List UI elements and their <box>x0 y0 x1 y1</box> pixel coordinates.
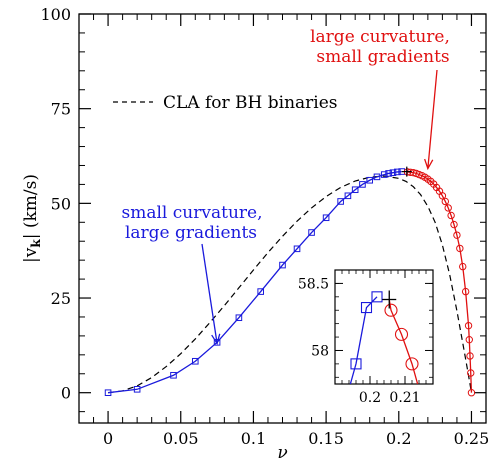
blue-square-point <box>351 186 359 194</box>
blue-square-point <box>344 192 352 200</box>
y-tick-label: 25 <box>51 289 71 308</box>
x-tick-label: 0 <box>103 429 113 448</box>
y-axis-label-main: |v <box>21 247 41 263</box>
inset-blue-square <box>371 291 383 303</box>
annotation-red-line2: small gradients <box>316 47 449 67</box>
blue-square-point <box>322 214 330 222</box>
blue-square-point <box>373 173 381 181</box>
red-circle-point <box>441 197 449 206</box>
x-tick-label: 0.15 <box>308 429 344 448</box>
series-blue-line <box>107 170 402 394</box>
series-cla-line <box>107 175 473 394</box>
inset-red-circle <box>394 327 409 341</box>
red-circle-point <box>447 211 455 220</box>
y-axis-label-subscript: k <box>29 239 43 248</box>
red-circle-point <box>459 262 467 271</box>
inset-x-tick-label: 0.2 <box>359 390 381 406</box>
blue-square-point <box>279 261 286 269</box>
annotation-blue-line2: large gradients <box>125 223 257 243</box>
x-tick-label: 0.05 <box>163 429 199 448</box>
blue-square-point <box>308 229 315 236</box>
annotation-red-arrowhead <box>424 158 434 171</box>
annotation-blue-arrow <box>201 243 218 344</box>
blue-square-point <box>170 371 177 379</box>
inset-y-tick-label: 58 <box>311 343 329 359</box>
annotation-blue-arrowhead <box>211 333 221 346</box>
inset-red-line <box>388 299 419 384</box>
inset-x-tick-label: 0.21 <box>389 390 420 406</box>
y-tick-label: 0 <box>61 384 71 403</box>
inset-y-tick-label: 58.5 <box>298 276 329 292</box>
x-tick-label: 0.1 <box>241 429 266 448</box>
red-circle-point <box>444 204 452 212</box>
x-tick-label: 0.25 <box>454 429 490 448</box>
main-plot: 0 0.05 0.1 0.15 0.2 0.25 0 25 50 75 100 ν |vk| (km/s… <box>21 5 489 463</box>
x-tick-label: 0.2 <box>386 429 411 448</box>
red-circle-point <box>467 389 476 397</box>
red-circle-point <box>464 321 473 330</box>
y-tick-label: 75 <box>51 100 71 119</box>
red-circle-point <box>466 352 474 360</box>
inset-blue-line <box>349 296 378 384</box>
inset-red-circle <box>384 303 398 317</box>
blue-square-point <box>366 176 374 184</box>
annotation-blue-line1: small curvature, <box>122 203 263 223</box>
blue-square-point <box>380 171 388 178</box>
blue-square-point <box>394 168 401 176</box>
blue-square-point <box>257 288 264 295</box>
blue-square-point <box>104 389 112 397</box>
red-circle-point <box>461 287 470 296</box>
inset-blue-square <box>360 302 373 314</box>
inset-blue-square <box>350 358 362 370</box>
y-tick-label: 50 <box>51 194 71 213</box>
red-circle-point <box>438 192 447 200</box>
blue-square-point <box>389 169 397 176</box>
red-circle-point <box>450 220 458 229</box>
blue-square-point <box>191 357 199 365</box>
red-circle-point <box>465 335 473 344</box>
annotations: large curvature,small gradients small cur… <box>122 27 450 346</box>
legend-label-cla: CLA for BH binaries <box>163 93 338 113</box>
y-axis-label-unit: | (km/s) <box>21 174 41 239</box>
blue-square-point <box>293 245 301 253</box>
blue-square-point <box>385 170 392 177</box>
annotation-red-line1: large curvature, <box>310 27 450 47</box>
inset-plot: 0.2 0.21 58 58.5 <box>298 269 434 406</box>
x-axis-label: ν <box>277 443 287 463</box>
blue-square-point <box>235 314 243 322</box>
blue-square-point <box>337 198 344 205</box>
inset-frame <box>334 269 434 385</box>
blue-square-point <box>133 385 141 393</box>
blue-square-point <box>359 181 366 188</box>
y-tick-label: 100 <box>40 5 71 24</box>
red-circle-point <box>453 231 461 239</box>
y-axis-label: |vk| (km/s) <box>21 174 43 263</box>
annotation-red-arrow <box>427 69 438 169</box>
red-circle-point <box>467 369 475 377</box>
red-circle-point <box>456 244 464 253</box>
inset-red-circle <box>405 357 419 371</box>
